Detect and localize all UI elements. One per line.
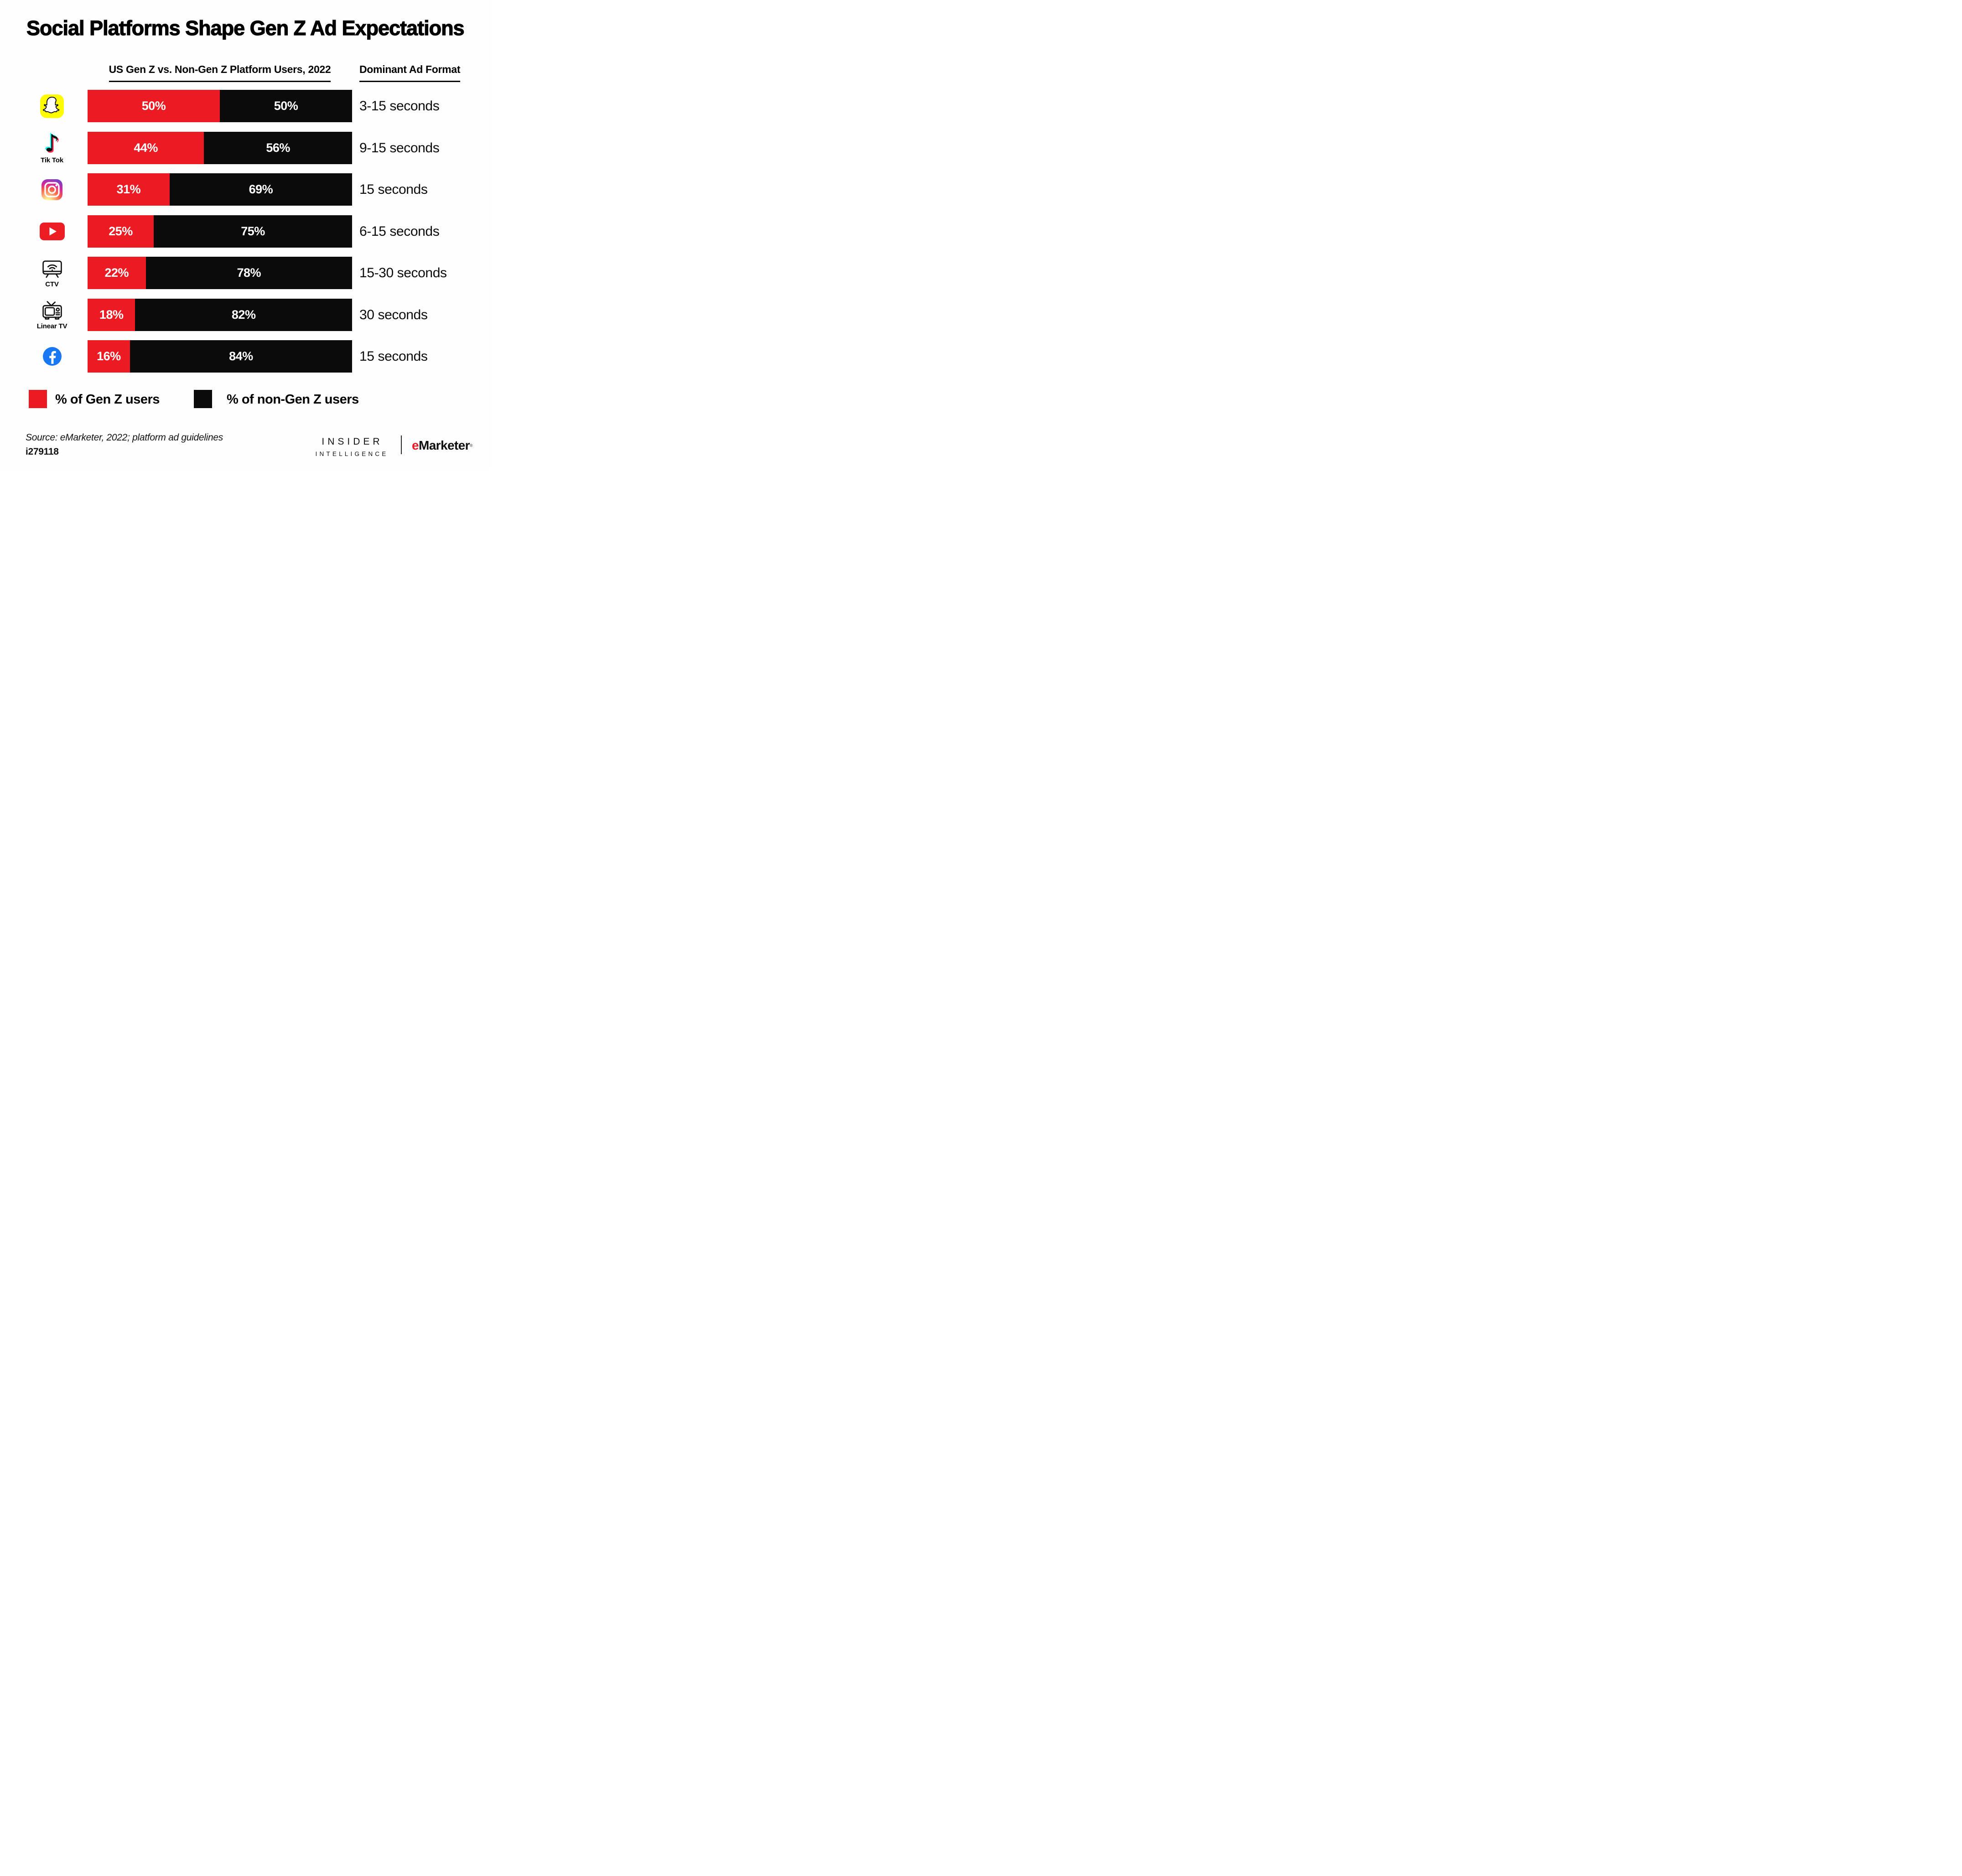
registered-mark: ® (469, 443, 473, 448)
column-header-ad-format: Dominant Ad Format (359, 63, 460, 82)
column-header-ad-format-text: Dominant Ad Format (359, 63, 460, 82)
platform-icon-cell (21, 215, 83, 248)
facebook-icon (42, 347, 62, 366)
ad-format-label: 15-30 seconds (359, 265, 447, 280)
non-genz-value-label: 82% (231, 308, 256, 321)
platform-icon-cell (21, 90, 83, 122)
emarketer-logo-rest: Marketer (418, 438, 470, 452)
stacked-bar: 18% 82% (88, 299, 352, 331)
platform-row: 16% 84% 15 seconds (0, 340, 491, 373)
platform-icon-cell: ♪ Tik Tok (21, 132, 83, 164)
instagram-icon (42, 179, 62, 200)
tiktok-icon: ♪ (44, 130, 60, 157)
platform-row: Linear TV 18% 82% 30 seconds (0, 299, 491, 331)
non-genz-segment: 56% (204, 132, 352, 164)
platform-row: 31% 69% 15 seconds (0, 173, 491, 206)
non-genz-value-label: 50% (274, 99, 298, 113)
non-genz-value-label: 84% (229, 349, 253, 363)
genz-legend-label: % of Gen Z users (55, 392, 160, 407)
youtube-icon (39, 223, 65, 240)
genz-segment: 25% (88, 215, 154, 248)
genz-value-label: 25% (109, 224, 133, 238)
non-genz-segment: 84% (130, 340, 352, 373)
non-genz-legend-swatch (194, 390, 212, 408)
non-genz-segment: 50% (220, 90, 352, 122)
genz-segment: 50% (88, 90, 220, 122)
insider-intelligence-logo: INSIDER INTELLIGENCE (308, 436, 393, 457)
stacked-bar: 25% 75% (88, 215, 352, 248)
platform-row: 50% 50% 3-15 seconds (0, 90, 491, 122)
chart-id: i279118 (26, 446, 59, 457)
genz-value-label: 50% (141, 99, 166, 113)
platform-icon-cell: CTV (21, 257, 83, 289)
non-genz-segment: 82% (135, 299, 352, 331)
genz-segment: 44% (88, 132, 204, 164)
genz-segment: 16% (88, 340, 130, 373)
ad-format-label: 15 seconds (359, 348, 428, 364)
insider-wordmark: INSIDER (322, 436, 383, 447)
stacked-bar: 44% 56% (88, 132, 352, 164)
platform-icon-cell: Linear TV (21, 299, 83, 331)
column-header-users: US Gen Z vs. Non-Gen Z Platform Users, 2… (88, 63, 352, 82)
stacked-bar: 22% 78% (88, 257, 352, 289)
platform-icon-label: CTV (45, 280, 59, 288)
platform-icon-label: Tik Tok (41, 156, 63, 164)
stacked-bar-chart: 50% 50% 3-15 seconds ♪ Tik Tok 44% 56% 9-15 sec… (0, 0, 491, 469)
genz-value-label: 31% (116, 182, 141, 196)
genz-segment: 22% (88, 257, 146, 289)
ad-format-label: 3-15 seconds (359, 98, 440, 114)
source-note: Source: eMarketer, 2022; platform ad gui… (26, 432, 223, 443)
emarketer-logo: eMarketer® (412, 438, 473, 453)
legend: % of Gen Z users % of non-Gen Z users (0, 390, 491, 409)
column-header-users-text: US Gen Z vs. Non-Gen Z Platform Users, 2… (109, 63, 331, 82)
ad-format-label: 6-15 seconds (359, 223, 440, 239)
ad-format-label: 9-15 seconds (359, 140, 440, 155)
non-genz-legend-label: % of non-Gen Z users (227, 392, 359, 407)
non-genz-segment: 75% (154, 215, 352, 248)
ad-format-label: 15 seconds (359, 181, 428, 197)
ad-format-label: 30 seconds (359, 307, 428, 322)
genz-legend-swatch (29, 390, 47, 408)
non-genz-segment: 69% (169, 173, 352, 206)
emarketer-logo-e: e (412, 438, 419, 452)
non-genz-segment: 78% (145, 257, 352, 289)
stacked-bar: 16% 84% (88, 340, 352, 373)
platform-row: CTV 22% 78% 15-30 seconds (0, 257, 491, 289)
logo-divider (401, 435, 402, 454)
non-genz-value-label: 69% (249, 182, 273, 196)
non-genz-value-label: 78% (237, 266, 261, 280)
page-title: Social Platforms Shape Gen Z Ad Expectat… (26, 16, 465, 40)
genz-value-label: 18% (99, 308, 124, 321)
non-genz-value-label: 56% (266, 141, 290, 155)
stacked-bar: 50% 50% (88, 90, 352, 122)
genz-value-label: 22% (104, 266, 129, 280)
platform-row: ♪ Tik Tok 44% 56% 9-15 seconds (0, 132, 491, 164)
intelligence-wordmark: INTELLIGENCE (315, 451, 389, 457)
infographic-page: Social Platforms Shape Gen Z Ad Expectat… (0, 0, 491, 469)
stacked-bar: 31% 69% (88, 173, 352, 206)
snapchat-icon (40, 94, 64, 118)
linear-tv-icon (42, 301, 62, 320)
genz-segment: 18% (88, 299, 135, 331)
non-genz-value-label: 75% (241, 224, 265, 238)
platform-icon-cell (21, 340, 83, 373)
platform-row: 25% 75% 6-15 seconds (0, 215, 491, 248)
genz-segment: 31% (88, 173, 170, 206)
genz-value-label: 16% (97, 349, 121, 363)
platform-icon-label: Linear TV (36, 322, 67, 330)
genz-value-label: 44% (134, 141, 158, 155)
platform-icon-cell (21, 173, 83, 206)
ctv-icon (42, 260, 62, 278)
